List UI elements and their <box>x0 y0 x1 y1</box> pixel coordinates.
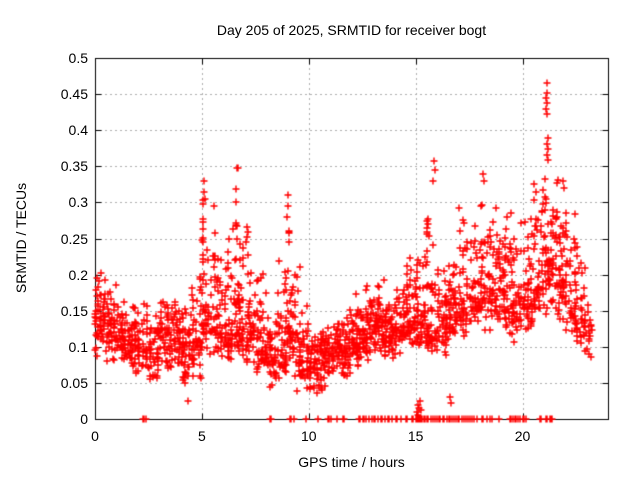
x-tick-label: 0 <box>91 428 99 444</box>
chart-title: Day 205 of 2025, SRMTID for receiver bog… <box>216 22 487 38</box>
y-tick-label: 0.3 <box>68 194 88 211</box>
x-tick-label: 15 <box>407 428 424 444</box>
x-axis-label: GPS time / hours <box>298 454 405 470</box>
y-tick-label: 0.15 <box>60 302 88 319</box>
x-tick-label: 5 <box>197 428 206 444</box>
y-tick-label: 0.35 <box>60 158 88 175</box>
y-axis-label: SRMTID / TECUs <box>13 182 29 294</box>
y-tick-label: 0.45 <box>60 86 88 103</box>
y-tick-label: 0.25 <box>60 230 88 247</box>
y-tick-label: 0 <box>80 411 88 427</box>
x-tick-label: 10 <box>300 428 317 444</box>
y-tick-label: 0.5 <box>68 50 88 66</box>
x-tick-label: 20 <box>514 428 531 444</box>
y-tick-label: 0.2 <box>68 266 88 283</box>
y-tick-label: 0.1 <box>68 338 88 355</box>
y-tick-label: 0.05 <box>60 374 88 391</box>
y-tick-label: 0.4 <box>68 122 88 139</box>
